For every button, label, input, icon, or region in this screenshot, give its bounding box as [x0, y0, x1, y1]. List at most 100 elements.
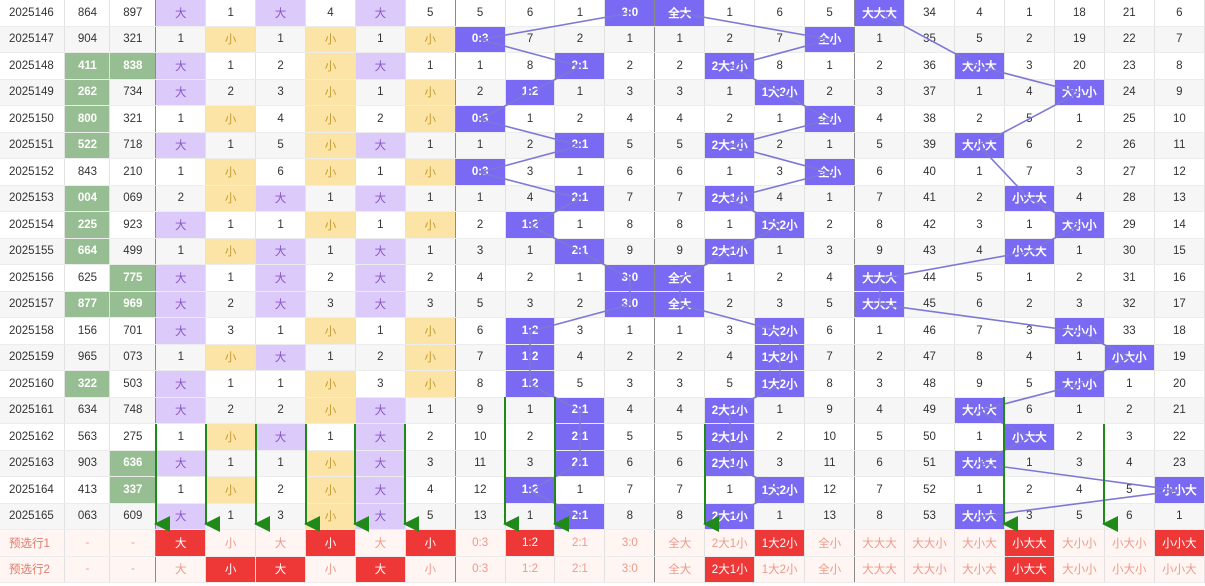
pattern-cell: 6 — [804, 317, 856, 345]
combo-cell: 1 — [1054, 396, 1105, 424]
combo-cell: 大小大 — [954, 556, 1005, 583]
number-cell: 904 — [64, 26, 111, 53]
combo-cell: 17 — [1154, 291, 1205, 318]
size-trend-cell: 1 — [155, 26, 207, 53]
ratio-cell: 1 — [554, 79, 606, 106]
issue-cell: 2025149 — [0, 79, 66, 106]
size-trend-cell: 3 — [255, 503, 306, 530]
combo-cell: 27 — [1104, 158, 1155, 186]
combo-cell: 18 — [1054, 0, 1105, 27]
size-trend-cell: 小 — [305, 503, 356, 530]
combo-cell: 2 — [1054, 423, 1105, 451]
pattern-cell: 10 — [804, 423, 856, 451]
size-trend-cell: 2 — [205, 291, 257, 318]
size-trend-cell: 5 — [405, 0, 456, 27]
pattern-cell: 2大1小 — [704, 238, 756, 265]
combo-cell: 3 — [1054, 450, 1105, 477]
size-trend-cell: 1 — [155, 344, 207, 371]
pattern-cell: 全小 — [804, 158, 856, 186]
size-trend-cell: 小 — [205, 476, 257, 504]
preselect-row: 预选行2- - 大小大小大小 0:3 1:2 2:1 3:0 全大 2大1小 1大2小 全小 大大大大… — [0, 556, 1205, 583]
size-trend-cell: 3 — [255, 79, 306, 106]
ratio-cell: 6 — [604, 450, 656, 477]
size-trend-cell: 小 — [205, 105, 257, 133]
pattern-cell: 2 — [654, 344, 706, 371]
combo-cell: 7 — [954, 317, 1005, 345]
combo-cell: 1 — [854, 317, 905, 345]
ratio-cell: 0:3 — [455, 529, 506, 557]
combo-cell: 小大大 — [1004, 423, 1055, 451]
pattern-cell: 8 — [654, 503, 706, 530]
ratio-cell: 3:0 — [604, 264, 656, 292]
size-trend-cell: 大 — [355, 0, 406, 27]
size-trend-cell: 小 — [405, 370, 456, 398]
table-row: 2025156 625 775 大 1 大 2 大 2 4 2 1 3:0 全大 1 2 4 大大大 44 5 1 2 31… — [0, 264, 1205, 292]
size-trend-cell: 3 — [305, 291, 356, 318]
combo-cell: 小大小 — [1104, 556, 1155, 583]
combo-cell: 30 — [1104, 238, 1155, 265]
number-cell: - — [64, 529, 111, 557]
ratio-cell: 3:0 — [604, 556, 656, 583]
combo-cell: 小小大 — [1154, 476, 1205, 504]
combo-cell: 大大小 — [904, 529, 955, 557]
combo-cell: 6 — [954, 291, 1005, 318]
number-cell: 004 — [64, 185, 111, 212]
size-trend-cell: 大 — [355, 476, 406, 504]
ratio-cell: 0:3 — [455, 158, 506, 186]
table-row: 2025150 800 321 1 小 4 小 2 小 0:3 1 2 4 4 2 1 全小 4 38 2 5 1 25 10 — [0, 105, 1205, 133]
combo-cell: 26 — [1104, 131, 1155, 159]
combo-cell: 5 — [1004, 370, 1055, 398]
ratio-cell: 5 — [604, 131, 656, 159]
combo-cell: 20 — [1054, 52, 1105, 80]
ratio-cell: 1:2 — [505, 556, 556, 583]
combo-cell: 2 — [1004, 26, 1055, 53]
combo-cell: 34 — [904, 0, 955, 27]
pattern-cell: 1大2小 — [754, 344, 806, 371]
ratio-cell: 1 — [455, 185, 506, 212]
ratio-cell: 7 — [604, 476, 656, 504]
combo-cell: 1 — [1004, 211, 1055, 239]
size-trend-cell: 1 — [355, 317, 406, 345]
number-cell: 073 — [109, 344, 157, 371]
size-trend-cell: 大 — [355, 396, 406, 424]
size-trend-cell: 小 — [305, 556, 356, 583]
size-trend-cell: 小 — [205, 556, 257, 583]
size-trend-cell: 大 — [355, 238, 406, 265]
table-row: 2025148 411 838 大 1 2 小大 1 1 8 2:1 2 2 2大1小 8 1 2 36 大小大 3 2… — [0, 52, 1205, 80]
size-trend-cell: 2 — [405, 423, 456, 451]
ratio-cell: 5 — [604, 423, 656, 451]
pattern-cell: 6 — [754, 0, 806, 27]
pattern-cell: 3 — [754, 450, 806, 477]
size-trend-cell: 1 — [405, 52, 456, 80]
pattern-cell: 6 — [654, 158, 706, 186]
size-trend-cell: 1 — [355, 211, 406, 239]
pattern-cell: 全大 — [654, 0, 706, 27]
number-cell: 262 — [64, 79, 111, 106]
pattern-cell: 2大1小 — [704, 556, 756, 583]
combo-cell: 35 — [904, 26, 955, 53]
pattern-cell: 7 — [654, 476, 706, 504]
size-trend-cell: 1 — [405, 396, 456, 424]
combo-cell: 6 — [854, 450, 905, 477]
pattern-cell: 5 — [654, 423, 706, 451]
size-trend-cell: 大 — [355, 450, 406, 477]
size-trend-cell: 1 — [355, 26, 406, 53]
combo-cell: 大大小 — [904, 556, 955, 583]
size-trend-cell: 1 — [255, 317, 306, 345]
size-trend-cell: 1 — [205, 264, 257, 292]
combo-cell: 1 — [1054, 344, 1105, 371]
combo-cell: 2 — [854, 52, 905, 80]
combo-cell: 41 — [904, 185, 955, 212]
combo-cell: 小小大 — [1154, 529, 1205, 557]
issue-cell: 2025147 — [0, 26, 66, 53]
pattern-cell: 2大1小 — [704, 450, 756, 477]
number-cell: 877 — [64, 291, 111, 318]
pattern-cell: 2大1小 — [704, 396, 756, 424]
size-trend-cell: 大 — [255, 344, 306, 371]
combo-cell: 39 — [904, 131, 955, 159]
issue-cell: 预选行1 — [0, 529, 66, 557]
ratio-cell: 1 — [505, 503, 556, 530]
combo-cell: 4 — [954, 0, 1005, 27]
combo-cell: 6 — [1004, 396, 1055, 424]
